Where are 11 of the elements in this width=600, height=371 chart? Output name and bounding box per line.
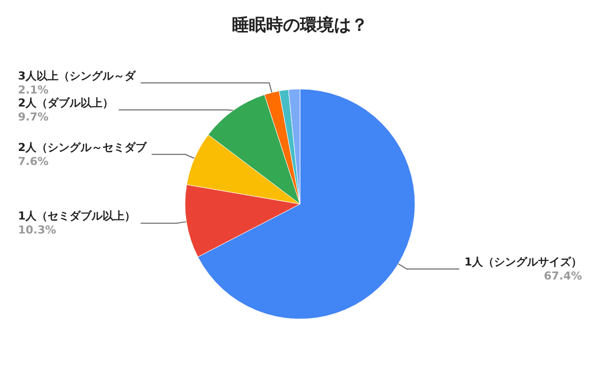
slice-label: 2人（ダブル以上）	[18, 96, 114, 110]
data-label: 7.6%	[18, 154, 49, 168]
slice-label: 3人以上（シングル～ダ	[18, 69, 137, 82]
slice-label: 1人（シングルサイズ）	[464, 256, 582, 269]
data-label: 2.1%	[18, 83, 49, 96]
chart-title: 睡眠時の環境は？	[232, 16, 368, 36]
data-label: 10.3%	[18, 224, 56, 237]
slice-label: 1人（セミダブル以上）	[18, 210, 136, 223]
data-label: 67.4%	[544, 270, 582, 283]
slice-label: 2人（シングル～セミダブ	[18, 140, 148, 154]
data-label: 9.7%	[18, 110, 49, 124]
